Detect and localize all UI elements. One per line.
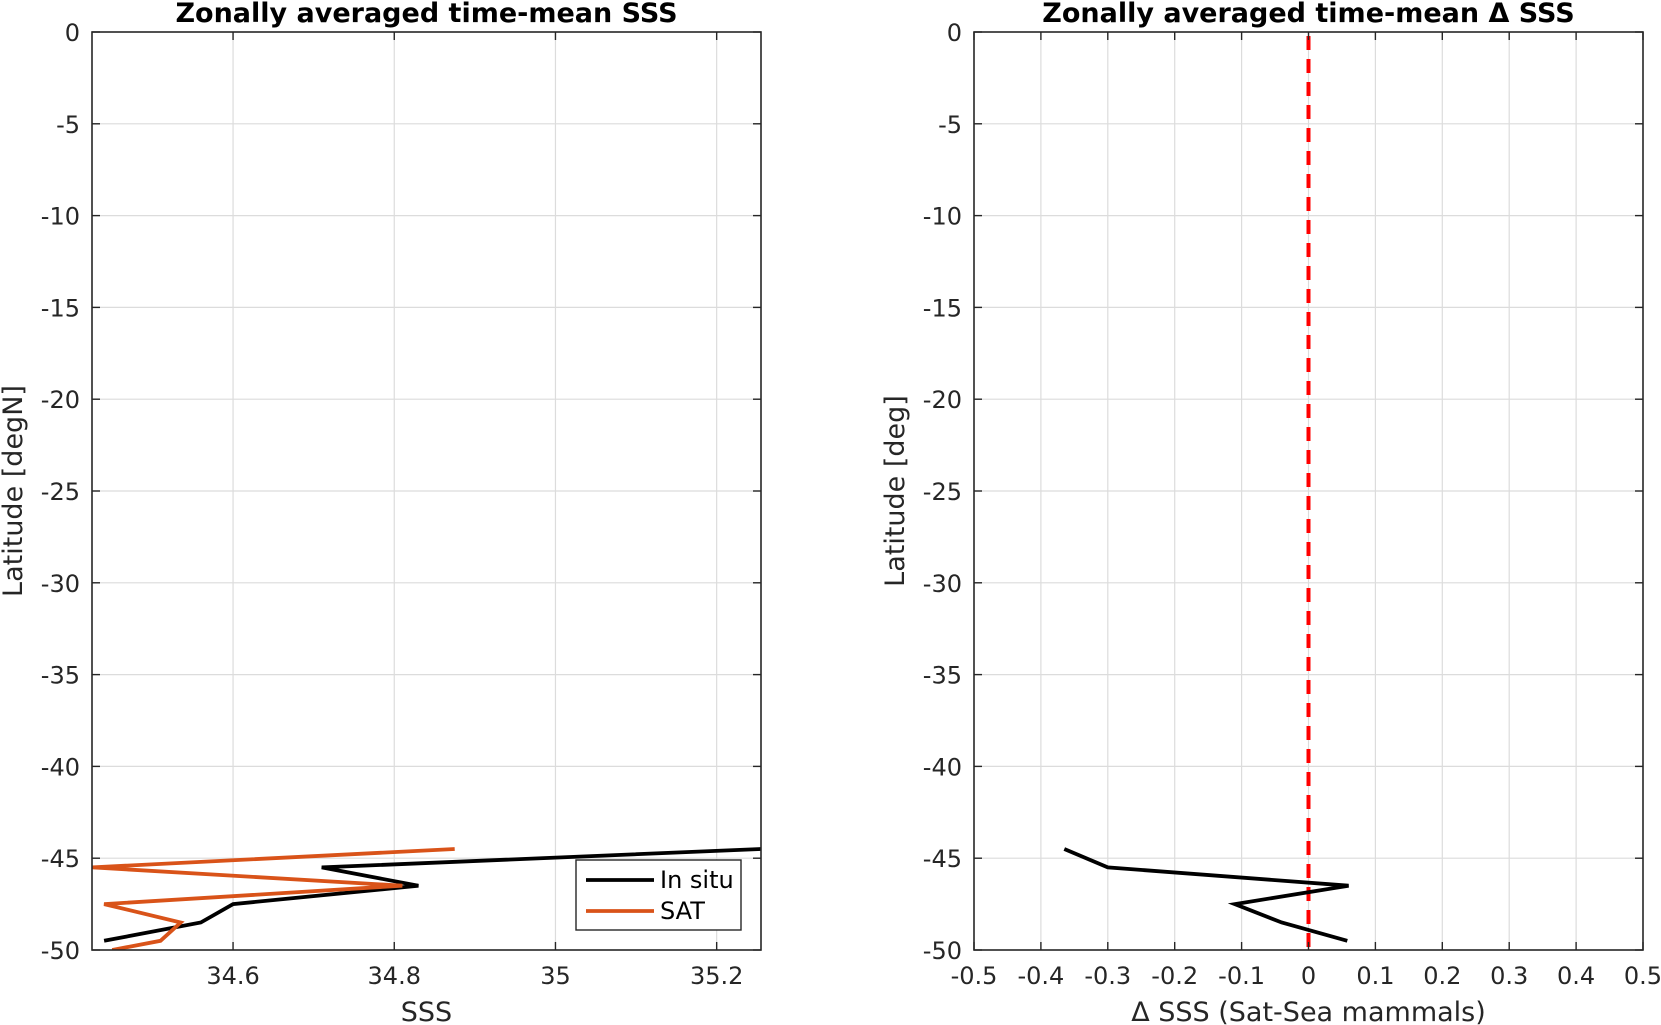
y-axis-label: Latitude [degN] — [0, 385, 29, 597]
delta-sss-panel: -0.5 -0.4 -0.3 -0.2 -0.1 0 0.1 0.2 0.3 0.4 0.5 0 -5 -… — [880, 0, 1661, 1025]
sss-panel: 34.6 34.8 35 35.2 0 -5 -10 -15 -20 -25 -30 -35 -40 -4… — [0, 0, 762, 1025]
y-tick-label: -25 — [923, 478, 962, 506]
y-tick-label: -15 — [41, 294, 80, 322]
data-layer — [92, 847, 761, 950]
y-tick-label: -10 — [923, 203, 962, 231]
chart-title: Zonally averaged time-mean SSS — [175, 0, 677, 29]
legend-box — [575, 859, 742, 931]
y-tick-label: -20 — [923, 386, 962, 414]
series-line-in-situ — [103, 847, 761, 943]
x-axis-label: Δ SSS (Sat-Sea mammals) — [1131, 997, 1486, 1025]
legend-label: SAT — [660, 897, 705, 925]
series-line-sat — [92, 847, 455, 950]
x-tick-label: 34.8 — [368, 962, 421, 990]
y-tick-label: -20 — [41, 386, 80, 414]
legend: In situ SAT — [575, 859, 742, 931]
x-tick-label: -0.4 — [1017, 962, 1064, 990]
x-tick-label: 0.5 — [1624, 962, 1661, 990]
x-tick-label: 0.2 — [1423, 962, 1461, 990]
y-tick-label: -45 — [41, 845, 80, 873]
y-tick-label: -50 — [923, 937, 962, 965]
y-tick-label: -40 — [923, 753, 962, 781]
y-tick-label: -40 — [41, 753, 80, 781]
x-tick-label: 0.3 — [1490, 962, 1528, 990]
x-tick-label: -0.5 — [951, 962, 998, 990]
y-tick-label: -5 — [938, 111, 962, 139]
y-tick-label: -15 — [923, 294, 962, 322]
x-tick-label: 0 — [1301, 962, 1316, 990]
x-tick-label: 35.2 — [690, 962, 743, 990]
x-tick-label: 0.4 — [1557, 962, 1595, 990]
x-tick-label: 0.1 — [1356, 962, 1394, 990]
legend-label: In situ — [660, 866, 734, 894]
x-tick-label: 34.6 — [206, 962, 259, 990]
y-tick-label: -30 — [41, 570, 80, 598]
data-layer — [1063, 36, 1349, 950]
y-tick-label: 0 — [947, 19, 962, 47]
x-tick-label: 35 — [540, 962, 571, 990]
y-tick-label: -35 — [923, 662, 962, 690]
x-axis-label: SSS — [401, 997, 452, 1025]
y-tick-label: -35 — [41, 662, 80, 690]
y-tick-label: -30 — [923, 570, 962, 598]
y-tick-label: -25 — [41, 478, 80, 506]
y-tick-label: -45 — [923, 845, 962, 873]
chart-title: Zonally averaged time-mean Δ SSS — [1042, 0, 1574, 29]
x-tick-label: -0.3 — [1084, 962, 1131, 990]
series-line-0 — [1063, 847, 1349, 943]
x-tick-label: -0.1 — [1218, 962, 1265, 990]
y-tick-label: -50 — [41, 937, 80, 965]
y-tick-label: -5 — [56, 111, 80, 139]
x-tick-label: -0.2 — [1151, 962, 1198, 990]
y-tick-label: 0 — [65, 19, 80, 47]
y-tick-label: -10 — [41, 203, 80, 231]
y-axis-label: Latitude [deg] — [880, 395, 911, 587]
